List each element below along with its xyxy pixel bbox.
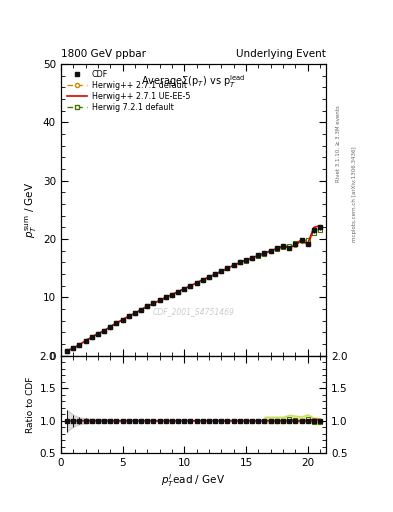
Text: Underlying Event: Underlying Event <box>236 49 326 59</box>
Text: Rivet 3.1.10, ≥ 3.3M events: Rivet 3.1.10, ≥ 3.3M events <box>336 105 341 182</box>
Text: Average$\Sigma$(p$_T$) vs p$_T^\mathrm{lead}$: Average$\Sigma$(p$_T$) vs p$_T^\mathrm{l… <box>141 73 246 90</box>
Legend: CDF, Herwig++ 2.7.1 default, Herwig++ 2.7.1 UE-EE-5, Herwig 7.2.1 default: CDF, Herwig++ 2.7.1 default, Herwig++ 2.… <box>65 68 193 115</box>
Text: mcplots.cern.ch [arXiv:1306.3436]: mcplots.cern.ch [arXiv:1306.3436] <box>352 147 357 242</box>
Y-axis label: Ratio to CDF: Ratio to CDF <box>26 376 35 433</box>
X-axis label: $p_T^l$ead / GeV: $p_T^l$ead / GeV <box>162 472 226 489</box>
Y-axis label: $p_T^\mathrm{sum}$ / GeV: $p_T^\mathrm{sum}$ / GeV <box>23 182 39 238</box>
Text: 1800 GeV ppbar: 1800 GeV ppbar <box>61 49 146 59</box>
Text: CDF_2001_S4751469: CDF_2001_S4751469 <box>152 308 235 316</box>
